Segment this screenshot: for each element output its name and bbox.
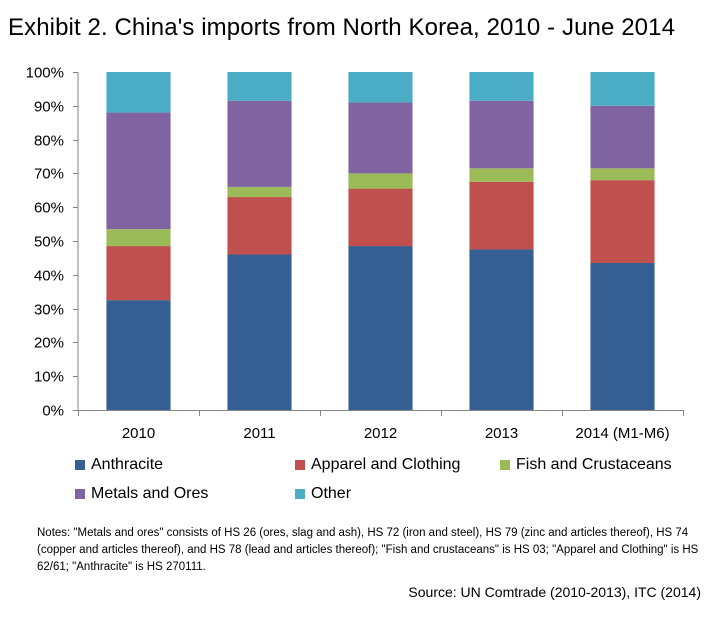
bar-segment-other-2011: [227, 72, 292, 101]
x-tick-label: 2011: [243, 425, 275, 442]
legend-label: Metals and Ores: [91, 485, 209, 502]
legend-swatch: [75, 489, 85, 499]
bar-segment-metals-and-ores-2013: [469, 100, 534, 169]
y-tick-label: 70%: [34, 166, 64, 183]
y-tick-label: 50%: [34, 234, 64, 251]
legend-swatch: [75, 460, 85, 470]
bar-segment-other-2010: [106, 72, 171, 113]
bar-segment-apparel-and-clothing-2010: [106, 246, 171, 301]
chart-notes: Notes: "Metals and ores" consists of HS …: [37, 527, 699, 573]
y-tick-label: 40%: [34, 268, 64, 285]
bar-segment-metals-and-ores-2012: [348, 102, 413, 174]
bar-segment-fish-and-crustaceans-2011: [227, 186, 292, 198]
stacked-bar-chart: 0%10%20%30%40%50%60%70%80%90%100% 2010 20…: [26, 65, 684, 442]
bar-segment-anthracite-2010: [106, 300, 171, 410]
legend-item-fish-and-crustaceans: Fish and Crustaceans: [500, 456, 672, 474]
legend-swatch: [295, 460, 305, 470]
bar-segment-other-2012: [348, 72, 413, 103]
chart-title: Exhibit 2. China's imports from North Ko…: [8, 14, 676, 41]
legend-label: Anthracite: [91, 456, 164, 473]
y-tick-label: 30%: [34, 302, 64, 319]
legend-item-other: Other: [295, 485, 351, 503]
legend-label: Other: [311, 485, 352, 502]
y-tick-label: 0%: [42, 403, 64, 420]
bar-segment-apparel-and-clothing-2012: [348, 188, 413, 247]
bar-segment-anthracite-2013: [469, 249, 534, 410]
x-tick-label: 2010: [122, 425, 155, 442]
legend-item-apparel-and-clothing: Apparel and Clothing: [295, 456, 460, 474]
bar-segment-other-2013: [469, 72, 534, 101]
bar-segment-fish-and-crustaceans-2013: [469, 168, 534, 182]
bar-segment-apparel-and-clothing-2014-M1-M6-: [590, 180, 655, 263]
bar-segment-fish-and-crustaceans-2010: [106, 229, 171, 247]
bar-segment-apparel-and-clothing-2011: [227, 197, 292, 255]
bar-segment-metals-and-ores-2014-M1-M6-: [590, 105, 655, 169]
legend-label: Apparel and Clothing: [311, 456, 461, 473]
chart-source: Source: UN Comtrade (2010-2013), ITC (20…: [408, 584, 701, 600]
legend: Anthracite Apparel and Clothing Fish and C…: [75, 456, 715, 516]
legend-item-metals-and-ores: Metals and Ores: [75, 485, 208, 503]
y-tick-label: 10%: [34, 369, 64, 386]
bar-segment-fish-and-crustaceans-2012: [348, 173, 413, 189]
legend-label: Fish and Crustaceans: [516, 456, 672, 473]
x-tick-label: 2013: [485, 425, 518, 442]
legend-item-anthracite: Anthracite: [75, 456, 163, 474]
y-tick-label: 20%: [34, 335, 64, 352]
y-tick-label: 80%: [34, 133, 64, 150]
bar-segment-anthracite-2012: [348, 246, 413, 410]
bar-segment-anthracite-2014-M1-M6-: [590, 262, 655, 410]
y-tick-label: 90%: [34, 99, 64, 116]
x-tick-label: 2012: [364, 425, 397, 442]
y-axis: 0% 10% 20% 30% 40% 50% 60% 70% 80% 90% 100%: [26, 65, 79, 420]
bar-segment-anthracite-2011: [227, 254, 292, 410]
bar-segment-metals-and-ores-2010: [106, 112, 171, 230]
x-axis: 2010 2011 2012 2013 2014 (M1-M6): [78, 410, 684, 442]
legend-swatch: [500, 460, 510, 470]
y-tick-label: 100%: [26, 65, 64, 82]
bars: [106, 72, 655, 410]
bar-segment-other-2014-M1-M6-: [590, 72, 655, 106]
legend-swatch: [295, 489, 305, 499]
bar-segment-apparel-and-clothing-2013: [469, 181, 534, 250]
bar-segment-fish-and-crustaceans-2014-M1-M6-: [590, 168, 655, 181]
x-tick-label: 2014 (M1-M6): [575, 425, 669, 442]
bar-segment-metals-and-ores-2011: [227, 100, 292, 187]
y-tick-label: 60%: [34, 200, 64, 217]
